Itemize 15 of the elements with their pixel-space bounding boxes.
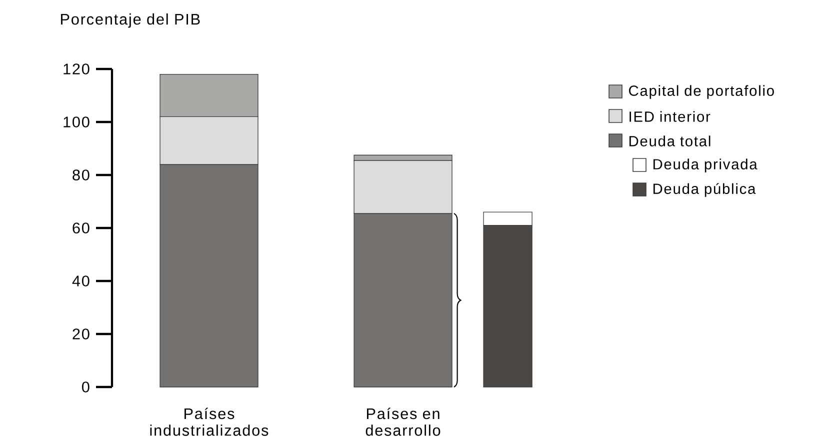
- y-tick-label: 80: [72, 170, 90, 180]
- legend-label: Deuda pública: [653, 183, 756, 197]
- y-tick-label: 60: [72, 222, 90, 234]
- legend-label: IED interior: [630, 111, 710, 122]
- legend-label: Deuda privada: [653, 158, 758, 172]
- y-tick-label: 20: [72, 328, 90, 340]
- legend-label: Deuda total: [629, 136, 710, 146]
- x-tick-label: Países industrializados: [150, 408, 268, 436]
- y-tick-label: 0: [82, 382, 90, 392]
- y-tick-label: 40: [72, 276, 90, 286]
- y-axis-title: Porcentaje del PIB: [61, 13, 200, 28]
- legend-label: Capital de portafolio: [629, 85, 774, 99]
- y-tick-label: 100: [64, 116, 90, 128]
- x-tick-label: Países en desarrollo: [366, 408, 440, 436]
- y-tick-label: 120: [64, 64, 90, 74]
